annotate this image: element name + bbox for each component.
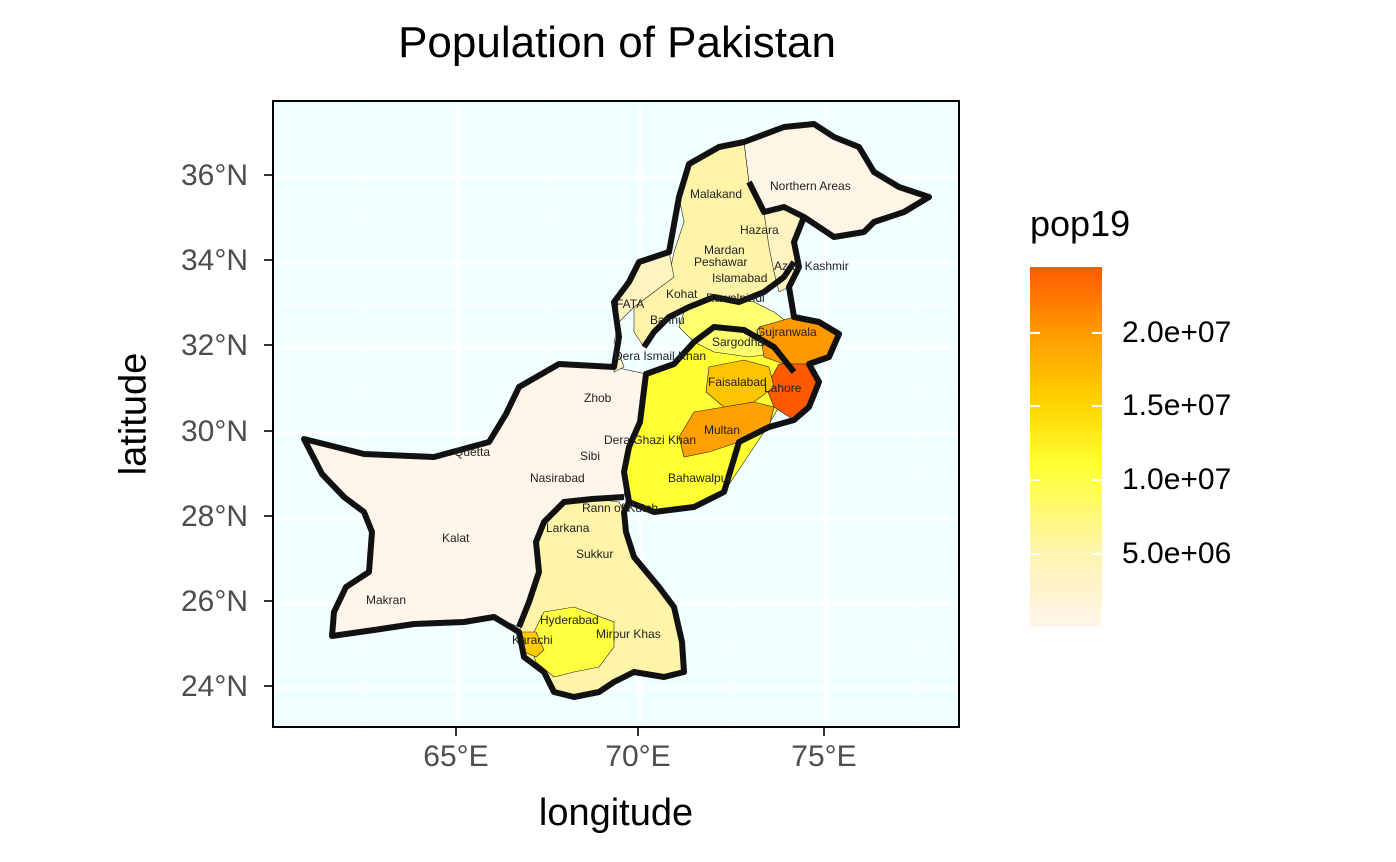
- label-karachi: Karachi: [512, 633, 553, 647]
- map-panel: Malakand Northern Areas Hazara Mardan Pe…: [272, 100, 960, 728]
- label-mirpur-khas: Mirpur Khas: [596, 627, 661, 641]
- label-kalat: Kalat: [442, 531, 470, 545]
- label-lahore: Lahore: [764, 381, 802, 395]
- label-larkana: Larkana: [546, 521, 590, 535]
- label-fata: FATA: [616, 297, 644, 311]
- ytick-label: 32°N: [180, 329, 248, 362]
- legend-tick: [1030, 405, 1040, 407]
- legend-tick: [1092, 553, 1102, 555]
- border-kpk: [641, 260, 797, 349]
- label-nasirabad: Nasirabad: [530, 471, 585, 485]
- border-northern: [746, 180, 806, 220]
- ytick-mark: [264, 600, 272, 602]
- map-canvas: Malakand Northern Areas Hazara Mardan Pe…: [274, 102, 958, 726]
- xtick-mark: [637, 728, 639, 736]
- legend-tick: [1030, 479, 1040, 481]
- legend-tick: [1030, 332, 1040, 334]
- region-labels: Malakand Northern Areas Hazara Mardan Pe…: [366, 179, 851, 647]
- ytick-mark: [264, 430, 272, 432]
- label-gujranwala: Gujranwala: [756, 325, 817, 339]
- legend-label: 2.0e+07: [1122, 316, 1232, 349]
- xtick-label: 75°E: [791, 740, 857, 773]
- label-bahawalpur: Bahawalpur: [668, 471, 731, 485]
- legend-tick: [1092, 332, 1102, 334]
- ytick-label: 24°N: [180, 670, 248, 703]
- label-makran: Makran: [366, 593, 406, 607]
- ytick-label: 34°N: [180, 244, 248, 277]
- xtick-label: 70°E: [605, 740, 671, 773]
- label-mardan: Mardan: [704, 243, 745, 257]
- legend-label: 1.5e+07: [1122, 389, 1232, 422]
- border-punjab: [621, 324, 797, 503]
- label-dera-ismail-khan: Dera Ismail Khan: [614, 349, 706, 363]
- y-axis-label: latitude: [112, 352, 155, 476]
- ytick-mark: [264, 259, 272, 261]
- label-bannu: Bannu: [650, 313, 685, 327]
- label-rawalpindi: Rawalpindi: [706, 291, 765, 305]
- label-sukkur: Sukkur: [576, 547, 613, 561]
- ytick-mark: [264, 515, 272, 517]
- legend-label: 5.0e+06: [1122, 537, 1232, 570]
- border-sindh: [516, 494, 625, 629]
- ytick-mark: [264, 685, 272, 687]
- label-zhob: Zhob: [584, 391, 612, 405]
- map-title: Population of Pakistan: [398, 18, 836, 67]
- ytick-label: 28°N: [180, 500, 248, 533]
- ytick-label: 30°N: [180, 415, 248, 448]
- ytick-mark: [264, 344, 272, 346]
- label-faisalabad: Faisalabad: [708, 375, 767, 389]
- label-malakand: Malakand: [690, 187, 742, 201]
- label-rann-of-kutch: Rann of Kutch: [582, 501, 658, 515]
- label-multan: Multan: [704, 423, 740, 437]
- label-hazara: Hazara: [740, 223, 779, 237]
- border-country: [301, 121, 932, 700]
- ytick-label: 36°N: [180, 159, 248, 192]
- legend-tick: [1030, 553, 1040, 555]
- label-sargodha: Sargodha: [712, 335, 764, 349]
- label-sibi: Sibi: [580, 449, 600, 463]
- label-azad-kashmir: Azad Kashmir: [774, 259, 849, 273]
- ytick-label: 26°N: [180, 585, 248, 618]
- ytick-mark: [264, 174, 272, 176]
- label-peshawar: Peshawar: [694, 255, 747, 269]
- legend-tick: [1092, 479, 1102, 481]
- label-hyderabad: Hyderabad: [540, 613, 599, 627]
- xtick-label: 65°E: [423, 740, 489, 773]
- legend-colorbar: [1030, 267, 1102, 627]
- label-dera-ghazi-khan: Dera Ghazi Khan: [604, 433, 696, 447]
- xtick-mark: [823, 728, 825, 736]
- legend-title: pop19: [1030, 203, 1131, 244]
- legend-label: 1.0e+07: [1122, 463, 1232, 496]
- label-kohat: Kohat: [666, 287, 698, 301]
- x-axis-label: longitude: [538, 792, 694, 834]
- label-northern-areas: Northern Areas: [770, 179, 851, 193]
- label-islamabad: Islamabad: [712, 271, 767, 285]
- xtick-mark: [455, 728, 457, 736]
- legend-tick: [1092, 405, 1102, 407]
- label-quetta: Quetta: [454, 445, 490, 459]
- region-faisalabad-shape: [705, 359, 775, 408]
